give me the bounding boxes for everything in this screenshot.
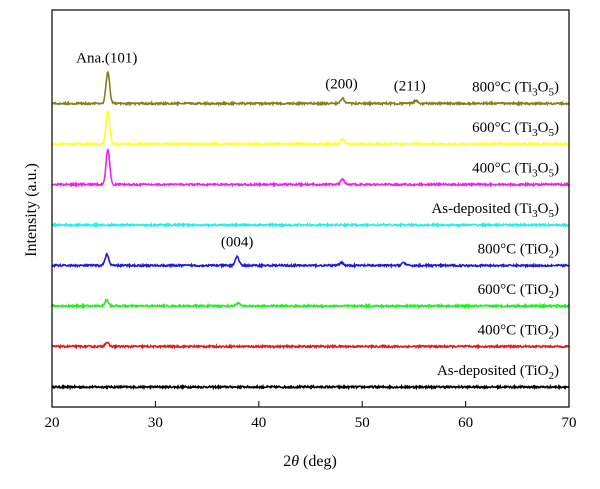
series-label-part: )	[554, 161, 559, 177]
peak-annotation: (004)	[221, 235, 254, 251]
x-tick-label: 70	[562, 415, 577, 431]
peak-annotation: (200)	[325, 77, 358, 93]
series-label-part: As-deposited (TiO	[437, 363, 549, 379]
series-label-part: )	[554, 242, 559, 258]
peak-annotations: Ana.(101) (200) (211) (004)	[76, 51, 426, 251]
series-label-part: As-deposited (Ti	[431, 201, 532, 217]
series-label-part: 800°C (TiO	[478, 242, 549, 258]
series-label-3: 800°C (TiO2)	[478, 242, 559, 261]
x-axis-title-unit: (deg)	[299, 453, 337, 470]
series-label-part: )	[554, 363, 559, 379]
x-axis-title-var: θ	[291, 453, 299, 470]
x-tick-label: 50	[355, 415, 370, 431]
y-axis-title: Intensity (a.u.)	[23, 163, 40, 257]
series-label-part: 400°C (Ti	[472, 161, 532, 177]
series-label-part: )	[554, 201, 559, 217]
series-label-part: 600°C (Ti	[472, 120, 532, 136]
series-label-part: O	[538, 80, 549, 96]
series-label-part: )	[554, 323, 559, 339]
series-line-4	[52, 224, 569, 226]
series-label-part: O	[538, 201, 549, 217]
x-tick-label: 20	[45, 415, 60, 431]
x-tick-label: 60	[458, 415, 473, 431]
peak-annotation: (211)	[394, 79, 426, 95]
series-label-part: 600°C (TiO	[478, 282, 549, 298]
series-label-1: 400°C (TiO2)	[478, 323, 559, 342]
series-label-0: As-deposited (TiO2)	[437, 363, 559, 382]
series-label-part: 400°C (TiO	[478, 323, 549, 339]
series-label-part: )	[554, 282, 559, 298]
series-label-part: O	[538, 161, 549, 177]
xrd-chart: 20 30 40 50 60 70 As-deposited (TiO2)400°C (T…	[0, 0, 600, 489]
series-label-7: 800°C (Ti3O5)	[472, 80, 559, 99]
x-axis-ticks: 20 30 40 50 60 70	[45, 401, 577, 431]
series-label-part: )	[554, 80, 559, 96]
series-label-4: As-deposited (Ti3O5)	[431, 201, 559, 220]
series-line-1	[52, 342, 569, 347]
series-line-2	[52, 300, 569, 307]
series-label-5: 400°C (Ti3O5)	[472, 161, 559, 180]
series-line-0	[52, 386, 569, 388]
series-labels: As-deposited (TiO2) 400°C (TiO2) 600°C (Ti…	[431, 80, 559, 383]
peak-annotation: Ana.(101)	[76, 51, 137, 67]
series-label-6: 600°C (Ti3O5)	[472, 120, 559, 139]
series-label-part: O	[538, 120, 549, 136]
series-label-part: 800°C (Ti	[472, 80, 532, 96]
x-axis-title: 2θ (deg)	[283, 453, 337, 470]
x-tick-label: 30	[148, 415, 163, 431]
x-axis-title-main: 2	[283, 453, 291, 470]
series-label-part: )	[554, 120, 559, 136]
series-label-2: 600°C (TiO2)	[478, 282, 559, 301]
x-tick-label: 40	[251, 415, 266, 431]
